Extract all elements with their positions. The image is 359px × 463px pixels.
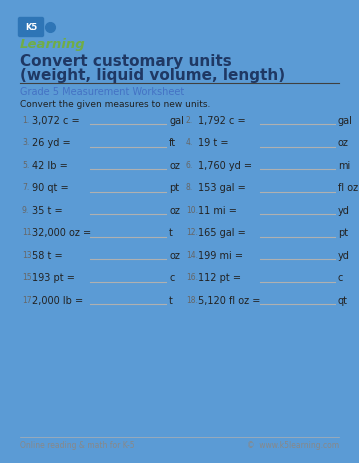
Text: 2.: 2.	[186, 116, 193, 125]
Text: 1,760 yd =: 1,760 yd =	[198, 161, 252, 171]
Text: 10.: 10.	[186, 206, 198, 214]
Text: 14.: 14.	[186, 250, 198, 259]
Text: 4.: 4.	[186, 138, 193, 147]
Text: 15.: 15.	[22, 273, 34, 282]
Text: gal: gal	[338, 116, 353, 126]
Text: oz: oz	[338, 138, 349, 148]
Text: Learning: Learning	[20, 38, 86, 51]
Text: 42 lb =: 42 lb =	[32, 161, 68, 171]
Text: 3.: 3.	[22, 138, 29, 147]
Text: Online reading & math for K-5: Online reading & math for K-5	[20, 440, 135, 449]
Text: 32,000 oz =: 32,000 oz =	[32, 228, 91, 238]
Text: c: c	[169, 273, 174, 283]
Text: yd: yd	[338, 206, 350, 216]
Text: 90 qt =: 90 qt =	[32, 183, 69, 193]
Text: t: t	[169, 228, 173, 238]
Text: 193 pt =: 193 pt =	[32, 273, 75, 283]
Text: t: t	[169, 295, 173, 305]
Text: 18.: 18.	[186, 295, 198, 304]
Text: 11.: 11.	[22, 228, 34, 237]
Text: mi: mi	[338, 161, 350, 171]
FancyBboxPatch shape	[19, 19, 43, 38]
Text: Grade 5 Measurement Worksheet: Grade 5 Measurement Worksheet	[20, 87, 184, 97]
Text: 12.: 12.	[186, 228, 198, 237]
Text: 165 gal =: 165 gal =	[198, 228, 246, 238]
Text: 1,792 c =: 1,792 c =	[198, 116, 246, 126]
Text: 3,072 c =: 3,072 c =	[32, 116, 80, 126]
Text: 11 mi =: 11 mi =	[198, 206, 237, 216]
Text: oz: oz	[169, 161, 180, 171]
Text: 58 t =: 58 t =	[32, 250, 62, 260]
Text: 1.: 1.	[22, 116, 29, 125]
Text: 5,120 fl oz =: 5,120 fl oz =	[198, 295, 260, 305]
Text: oz: oz	[169, 250, 180, 260]
Text: 13.: 13.	[22, 250, 34, 259]
Text: (weight, liquid volume, length): (weight, liquid volume, length)	[20, 68, 285, 83]
Text: 6.: 6.	[186, 161, 193, 169]
Text: 35 t =: 35 t =	[32, 206, 62, 216]
Text: 5.: 5.	[22, 161, 29, 169]
Text: 112 pt =: 112 pt =	[198, 273, 241, 283]
Text: 8.: 8.	[186, 183, 193, 192]
Text: c: c	[338, 273, 343, 283]
Text: Convert customary units: Convert customary units	[20, 54, 232, 69]
Text: 19 t =: 19 t =	[198, 138, 228, 148]
Text: fl oz: fl oz	[338, 183, 358, 193]
Text: 153 gal =: 153 gal =	[198, 183, 246, 193]
Text: ©  www.k5learning.com: © www.k5learning.com	[247, 440, 339, 449]
Text: pt: pt	[338, 228, 348, 238]
Text: 2,000 lb =: 2,000 lb =	[32, 295, 83, 305]
Text: Convert the given measures to new units.: Convert the given measures to new units.	[20, 100, 210, 109]
Text: pt: pt	[169, 183, 179, 193]
Text: 9.: 9.	[22, 206, 29, 214]
Text: 199 mi =: 199 mi =	[198, 250, 243, 260]
Text: ft: ft	[169, 138, 176, 148]
Text: qt: qt	[338, 295, 348, 305]
Text: yd: yd	[338, 250, 350, 260]
Text: gal: gal	[169, 116, 184, 126]
Text: 7.: 7.	[22, 183, 29, 192]
Text: 17.: 17.	[22, 295, 34, 304]
Text: oz: oz	[169, 206, 180, 216]
Text: K5: K5	[25, 24, 37, 32]
Text: 26 yd =: 26 yd =	[32, 138, 71, 148]
Text: 16.: 16.	[186, 273, 198, 282]
